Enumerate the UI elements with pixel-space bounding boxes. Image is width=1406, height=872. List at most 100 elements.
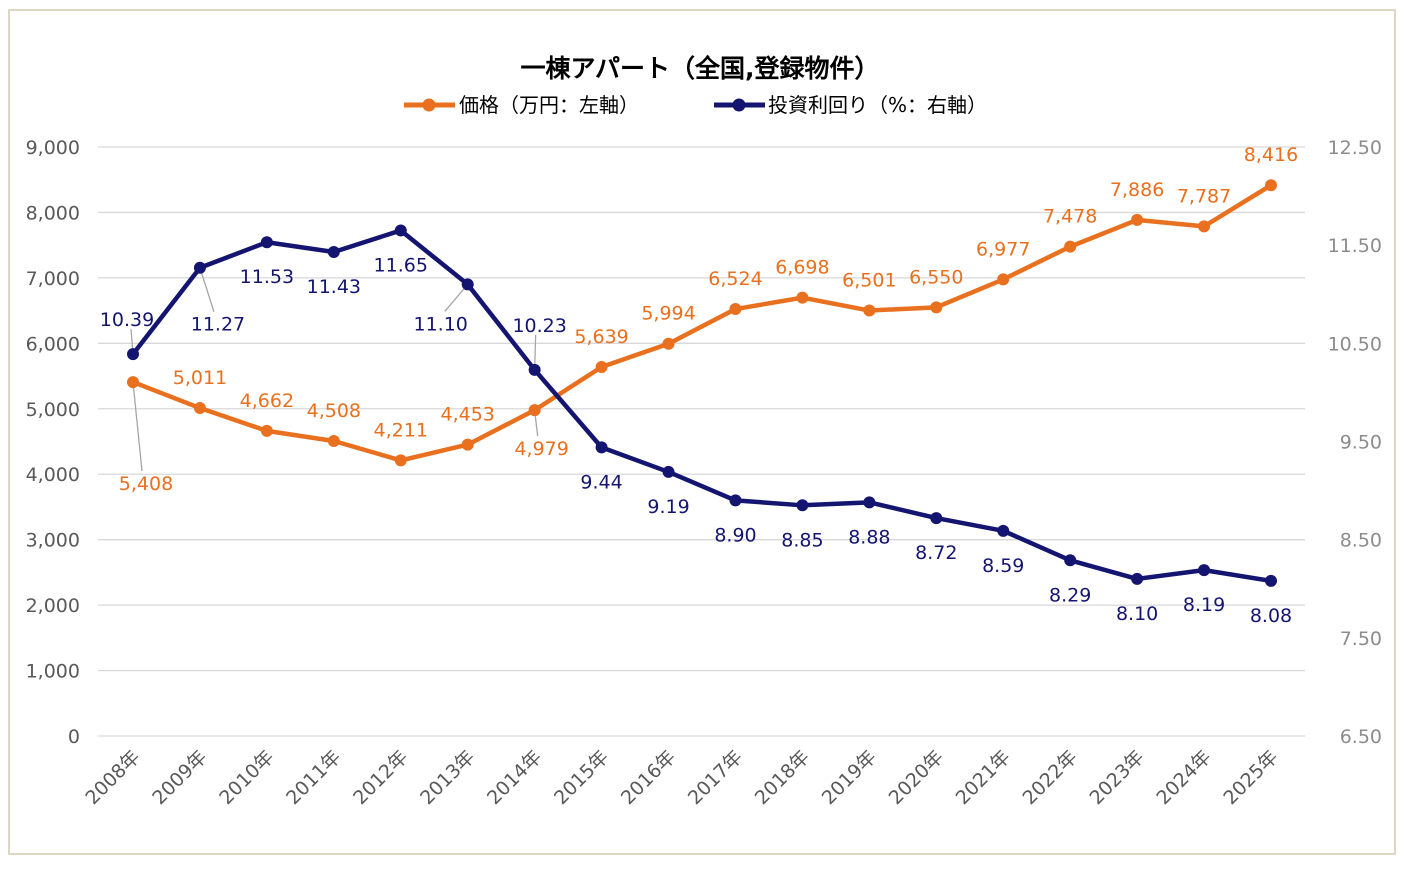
yield-data-label: 8.90 [714, 524, 756, 546]
price-point [260, 424, 273, 437]
price-line [132, 183, 1273, 463]
price-data-label: 6,977 [976, 238, 1030, 260]
right-tick-label: 6.50 [1340, 726, 1382, 748]
yield-point [1265, 574, 1277, 587]
price-data-label: 6,501 [842, 270, 896, 292]
yield-data-label: 11.43 [307, 276, 361, 298]
price-point [528, 404, 541, 417]
price-point [729, 303, 742, 316]
yield-data-label: 9.19 [647, 496, 689, 518]
yield-point [193, 261, 206, 274]
price-data-label: 7,787 [1177, 185, 1231, 207]
yield-point [461, 278, 474, 291]
yield-data-label: 8.88 [848, 526, 890, 548]
price-point [796, 291, 809, 304]
left-tick-label: 9,000 [26, 137, 80, 159]
left-tick-label: 3,000 [26, 530, 80, 552]
x-tick-label: 2021年 [952, 746, 1015, 809]
yield-data-label: 8.59 [982, 555, 1024, 577]
price-data-label: 5,994 [641, 303, 695, 325]
chart-title: 一棟アパート（全国,登録物件） [521, 54, 880, 83]
yield-data-label: 8.08 [1250, 605, 1292, 627]
x-tick-label: 2008年 [81, 746, 144, 809]
left-tick-label: 1,000 [26, 661, 80, 683]
x-tick-label: 2011年 [282, 746, 345, 809]
yield-data-label: 8.19 [1183, 594, 1225, 616]
yield-data-label: 8.72 [915, 542, 957, 564]
yield-data-label: 11.65 [374, 254, 428, 276]
price-data-label: 4,979 [514, 438, 568, 460]
x-tick-label: 2017年 [684, 746, 747, 809]
price-point [1064, 240, 1077, 253]
price-point [930, 301, 943, 314]
left-tick-label: 4,000 [26, 464, 80, 486]
x-tick-label: 2023年 [1085, 746, 1148, 809]
left-tick-label: 7,000 [26, 268, 80, 290]
yield-point [1131, 572, 1144, 585]
price-point [595, 360, 608, 373]
price-data-label: 7,478 [1043, 206, 1097, 228]
yield-data-label: 11.10 [414, 313, 468, 335]
left-tick-label: 0 [68, 726, 80, 748]
x-tick-label: 2019年 [818, 746, 881, 809]
yield-point [930, 512, 943, 525]
legend-label-price[interactable]: 価格（万円：左軸） [459, 93, 639, 117]
legend: 価格（万円：左軸） 投資利回り（%：右軸） [404, 93, 987, 117]
x-tick-label: 2009年 [148, 746, 211, 809]
x-tick-label: 2015年 [550, 746, 613, 809]
price-data-label: 6,524 [708, 268, 762, 290]
yield-data-label: 8.29 [1049, 584, 1091, 606]
yield-point [997, 524, 1010, 537]
legend-label-yield[interactable]: 投資利回り（%：右軸） [768, 93, 987, 117]
price-point [127, 376, 139, 389]
x-tick-label: 2013年 [416, 746, 479, 809]
yield-point [863, 496, 876, 509]
yield-point [394, 224, 407, 237]
yield-point [1198, 564, 1211, 577]
yield-point [528, 363, 541, 376]
yield-point [729, 494, 742, 507]
left-tick-label: 2,000 [26, 595, 80, 617]
left-tick-label: 5,000 [26, 399, 80, 421]
price-data-label: 4,508 [307, 400, 361, 422]
x-tick-label: 2022年 [1019, 746, 1082, 809]
price-data-label: 5,408 [119, 473, 173, 495]
price-data-label: 4,662 [240, 390, 294, 412]
right-tick-label: 10.50 [1328, 333, 1382, 355]
yield-point [595, 441, 608, 454]
yield-point [260, 236, 273, 249]
x-tick-label: 2020年 [885, 746, 948, 809]
price-point [394, 454, 407, 467]
x-tick-label: 2014年 [483, 746, 546, 809]
price-point [327, 434, 340, 447]
price-data-label: 8,416 [1244, 144, 1298, 166]
x-tick-label: 2018年 [751, 746, 814, 809]
yield-data-label: 9.44 [580, 471, 622, 493]
yield-point [327, 246, 340, 259]
price-data-label: 5,011 [173, 367, 227, 389]
price-data-label: 6,550 [909, 266, 963, 288]
price-data-label: 4,211 [374, 419, 428, 441]
legend-marker-price [422, 98, 436, 112]
price-point [193, 402, 206, 415]
yield-data-label: 10.39 [100, 309, 154, 331]
x-tick-label: 2025年 [1219, 746, 1282, 809]
price-data-label: 7,886 [1110, 179, 1164, 201]
yield-point [1064, 554, 1077, 567]
right-tick-label: 7.50 [1340, 628, 1382, 650]
chart-frame [8, 9, 1396, 855]
left-tick-label: 6,000 [26, 333, 80, 355]
yield-data-label: 11.27 [191, 314, 245, 336]
right-tick-label: 9.50 [1340, 432, 1382, 454]
leader-line [132, 382, 143, 472]
yield-data-label: 8.85 [781, 529, 823, 551]
yield-point [662, 465, 675, 478]
price-point [997, 273, 1010, 286]
price-point [662, 337, 675, 350]
x-tick-label: 2012年 [349, 746, 412, 809]
yield-data-label: 8.10 [1116, 603, 1158, 625]
left-tick-label: 8,000 [26, 202, 80, 224]
right-tick-label: 12.50 [1328, 137, 1382, 159]
price-point [1198, 220, 1211, 233]
